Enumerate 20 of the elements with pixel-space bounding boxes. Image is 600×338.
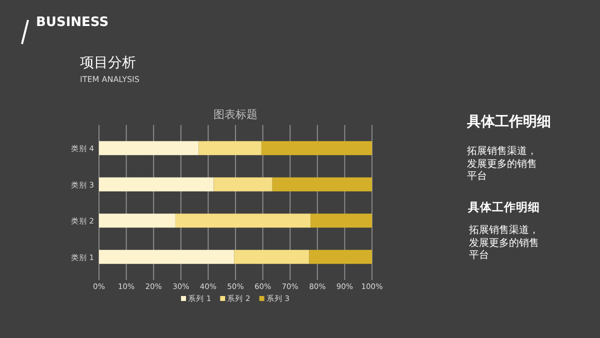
chart-title: 图表标题 [214,108,258,121]
text: 拓展销售渠道，发展更多的销售平台 [467,146,538,184]
text: ITEM ANALYSIS [80,75,140,85]
bar [214,177,272,192]
bar [175,214,311,228]
text: 拓展销售渠道，发展更多的销售平台 [469,225,540,262]
bar [272,177,372,192]
bar [234,250,310,264]
text: 项目分析 [80,55,136,72]
bar [309,250,372,264]
text: BUSINESS [36,15,109,32]
bar [99,214,176,228]
text: 具体工作明细 [467,114,551,132]
bar [261,141,372,156]
bar [99,177,214,192]
bar [198,141,262,156]
bar [99,250,234,264]
text: 具体工作明细 [468,200,540,214]
bar [99,141,199,156]
bar [310,214,372,228]
